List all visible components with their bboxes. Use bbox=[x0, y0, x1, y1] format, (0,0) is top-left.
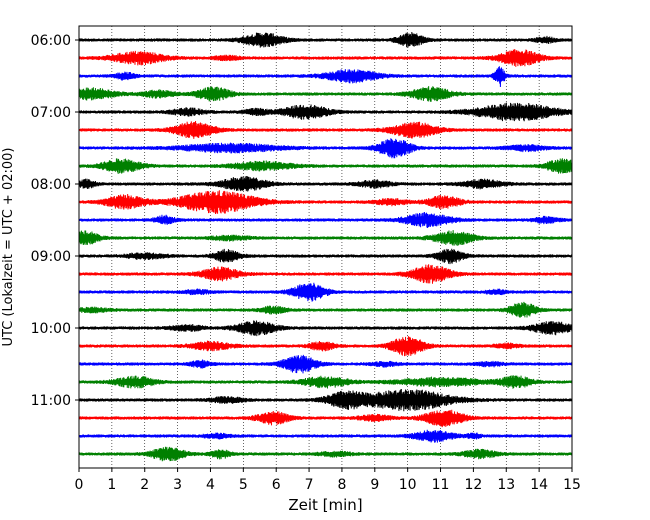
trace-0900 bbox=[78, 248, 573, 265]
x-tick-label: 11 bbox=[432, 477, 450, 493]
trace-1030 bbox=[78, 354, 573, 374]
y-tick-label: 06:00 bbox=[31, 33, 71, 49]
trace-0645 bbox=[78, 86, 573, 102]
trace-0715 bbox=[78, 120, 573, 139]
y-tick-label: 11:00 bbox=[31, 393, 71, 409]
x-axis-label: Zeit [min] bbox=[288, 496, 362, 514]
x-tick-label: 9 bbox=[370, 477, 379, 493]
trace-0700 bbox=[78, 102, 573, 122]
trace-1015 bbox=[78, 336, 573, 357]
trace-0630 bbox=[78, 66, 573, 87]
x-tick-label: 7 bbox=[305, 477, 314, 493]
trace-0800 bbox=[78, 176, 573, 192]
trace-0915 bbox=[78, 264, 573, 284]
x-tick-label: 15 bbox=[563, 477, 581, 493]
trace-1130 bbox=[78, 429, 573, 443]
x-tick-label: 5 bbox=[239, 477, 248, 493]
trace-0945 bbox=[78, 301, 573, 318]
trace-0815 bbox=[78, 190, 573, 214]
x-tick-label: 14 bbox=[530, 477, 548, 493]
x-tick-label: 1 bbox=[107, 477, 116, 493]
y-tick-label: 10:00 bbox=[31, 321, 71, 337]
x-axis-ticks: 0 1 2 3 4 5 6 7 8 9 10 11 12 13 14 15 bbox=[75, 468, 581, 493]
trace-0930 bbox=[78, 282, 573, 302]
trace-1115 bbox=[78, 409, 573, 428]
trace-1145 bbox=[78, 446, 573, 462]
y-tick-label: 09:00 bbox=[31, 249, 71, 265]
trace-0600 bbox=[78, 32, 573, 48]
trace-0615 bbox=[78, 49, 573, 67]
x-tick-label: 13 bbox=[497, 477, 515, 493]
x-tick-label: 4 bbox=[206, 477, 215, 493]
trace-0845 bbox=[78, 230, 573, 246]
x-tick-label: 10 bbox=[399, 477, 417, 493]
y-axis-label: UTC (Lokalzeit = UTC + 02:00) bbox=[1, 148, 16, 347]
y-axis-ticks: 06:00 07:00 08:00 09:00 10:00 11:00 bbox=[31, 33, 79, 409]
plot-frame bbox=[78, 25, 573, 469]
x-tick-label: 6 bbox=[272, 477, 281, 493]
x-tick-label: 12 bbox=[464, 477, 482, 493]
trace-0730 bbox=[78, 138, 573, 159]
x-tick-label: 2 bbox=[140, 477, 149, 493]
trace-1000 bbox=[78, 320, 573, 337]
trace-0830 bbox=[78, 212, 573, 228]
seismogram-traces bbox=[78, 32, 573, 462]
x-tick-label: 3 bbox=[173, 477, 182, 493]
y-tick-label: 08:00 bbox=[31, 177, 71, 193]
trace-0745 bbox=[78, 158, 573, 174]
trace-1100 bbox=[78, 389, 573, 412]
trace-1045 bbox=[78, 375, 573, 389]
y-tick-label: 07:00 bbox=[31, 105, 71, 121]
x-tick-label: 8 bbox=[337, 477, 346, 493]
x-tick-label: 0 bbox=[75, 477, 84, 493]
